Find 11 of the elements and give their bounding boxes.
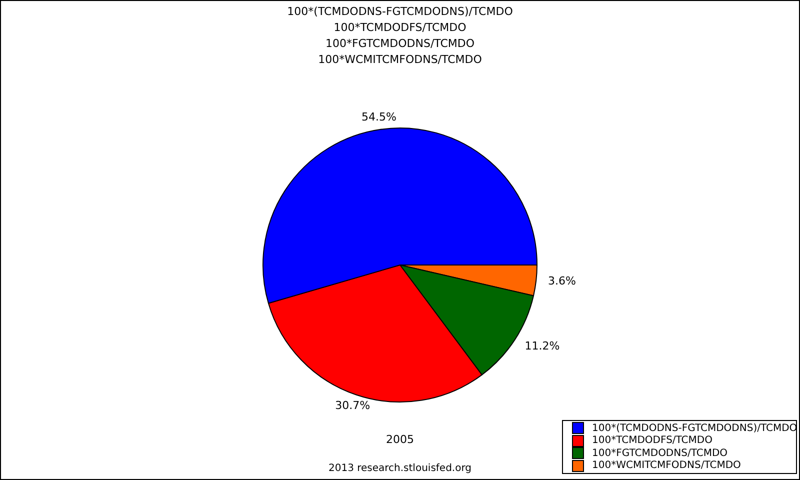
chart-title: 100*(TCMDODNS-FGTCMDODNS)/TCMDO 100*TCMDODFS/TCMDO 100*FGTCMDODNS/TCMDO 100*WCMITCMFODNS/TCMDO — [287, 4, 514, 66]
legend-label: 100*(TCMDODNS-FGTCMDODNS)/TCMDO — [592, 422, 798, 434]
legend-label: 100*TCMDODFS/TCMDO — [592, 435, 712, 446]
data-label: 3.6% — [548, 274, 576, 288]
data-label: 54.5% — [362, 110, 396, 124]
text: 2005 — [386, 433, 414, 446]
data-label: 11.2% — [524, 339, 560, 352]
legend-label: 100*FGTCMDODNS/TCMDO — [592, 448, 728, 459]
text: 2013 research.stlouisfed.org — [328, 463, 472, 474]
legend-label: 100*WCMITCMFODNS/TCMDO — [592, 460, 741, 472]
data-label: 30.7% — [335, 399, 370, 412]
